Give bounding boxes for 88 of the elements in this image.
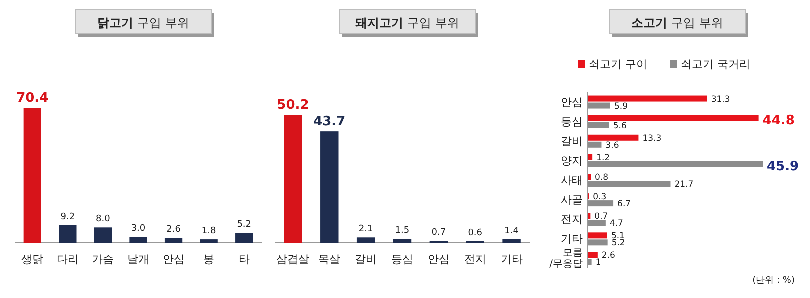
x-tick-label: 가슴 <box>92 253 114 266</box>
bar <box>588 259 592 266</box>
data-label: 13.3 <box>642 134 662 144</box>
data-label: 4.7 <box>610 219 624 230</box>
bar <box>200 240 218 243</box>
bar <box>284 115 302 243</box>
bar <box>588 161 763 168</box>
data-label: 44.8 <box>762 113 795 128</box>
chart-title: 소고기 구입 부위 <box>632 16 724 30</box>
data-label: 43.7 <box>314 114 346 130</box>
y-tick-label: 등심 <box>561 115 583 128</box>
data-label: 2.1 <box>358 224 374 235</box>
text: (단위 : %) <box>752 276 795 286</box>
bar <box>588 142 602 148</box>
data-label: 9.2 <box>60 212 76 222</box>
bar <box>24 108 42 243</box>
x-tick-label: 안심 <box>428 253 450 266</box>
data-label: 50.2 <box>277 98 310 113</box>
bar <box>588 181 671 187</box>
data-label: 5.2 <box>237 220 252 230</box>
data-label: 70.4 <box>16 91 49 106</box>
bar <box>588 240 608 246</box>
data-label: 1 <box>596 258 602 268</box>
bar <box>588 252 598 258</box>
y-tick-label: 사태 <box>561 174 583 187</box>
bar <box>588 220 606 226</box>
x-tick-label: 안심 <box>162 253 185 266</box>
bar <box>94 228 112 243</box>
data-label: 3.6 <box>606 140 620 151</box>
x-tick-label: 목살 <box>318 253 341 266</box>
x-tick-label: 갈비 <box>355 253 378 266</box>
bar <box>588 154 593 160</box>
data-label: 1.2 <box>596 153 610 164</box>
data-label: 1.4 <box>504 226 520 236</box>
bar <box>502 239 521 243</box>
data-label: 5.9 <box>614 102 628 112</box>
data-label: 6.7 <box>618 200 632 210</box>
data-label: 45.9 <box>767 159 800 174</box>
x-tick-label: 전지 <box>464 253 486 266</box>
data-label: 8.0 <box>96 214 111 225</box>
y-tick-label: 안심 <box>561 96 583 109</box>
x-tick-label: 타 <box>238 253 250 266</box>
data-label: 5.6 <box>613 121 627 132</box>
bar <box>588 115 759 122</box>
bar <box>393 239 412 243</box>
y-tick-label: 전지 <box>561 213 583 226</box>
data-label: 1.5 <box>395 226 410 236</box>
bar <box>588 213 591 220</box>
bar <box>164 238 183 243</box>
bar <box>320 132 339 243</box>
x-tick-label: 날개 <box>128 253 150 266</box>
bar <box>236 233 254 243</box>
bar <box>588 102 610 109</box>
legend-label: 쇠고기 구이 <box>589 58 648 71</box>
bar <box>59 225 77 243</box>
y-tick-label: 사골 <box>561 194 583 207</box>
data-label: 31.3 <box>711 94 730 105</box>
data-label: 21.7 <box>674 180 694 190</box>
bar <box>588 200 614 207</box>
data-label: 2.6 <box>166 225 182 236</box>
x-tick-label: 등심 <box>392 253 414 266</box>
x-tick-label: 봉 <box>204 253 215 266</box>
data-label: 1.8 <box>202 226 216 237</box>
bar <box>588 232 608 239</box>
x-tick-label: 다리 <box>56 253 79 266</box>
x-tick-label: 기타 <box>500 253 523 266</box>
x-tick-label: 삼겹살 <box>276 253 310 266</box>
legend-label: 쇠고기 국거리 <box>681 58 750 71</box>
data-label: 2.6 <box>602 251 616 262</box>
y-tick-label: 모름/무응답 <box>550 248 583 270</box>
bar <box>588 122 610 128</box>
y-tick-label: 양지 <box>561 154 583 168</box>
chart-title: 닭고기 구입 부위 <box>98 16 190 30</box>
y-tick-label: 갈비 <box>561 134 583 148</box>
data-label: 0.3 <box>593 192 607 203</box>
x-tick-label: 생닭 <box>22 253 44 266</box>
data-label: 0.7 <box>594 212 608 222</box>
y-tick-label: 기타 <box>561 232 583 246</box>
data-label: 0.7 <box>432 228 446 238</box>
data-label: 0.6 <box>468 228 483 238</box>
bar <box>356 238 376 243</box>
bar <box>588 174 592 180</box>
bar <box>588 134 639 141</box>
bar <box>130 237 148 243</box>
data-label: 3.0 <box>131 224 146 234</box>
chart-title: 돼지고기 구입 부위 <box>356 16 460 30</box>
data-label: 0.8 <box>595 173 609 183</box>
bar <box>588 96 708 102</box>
